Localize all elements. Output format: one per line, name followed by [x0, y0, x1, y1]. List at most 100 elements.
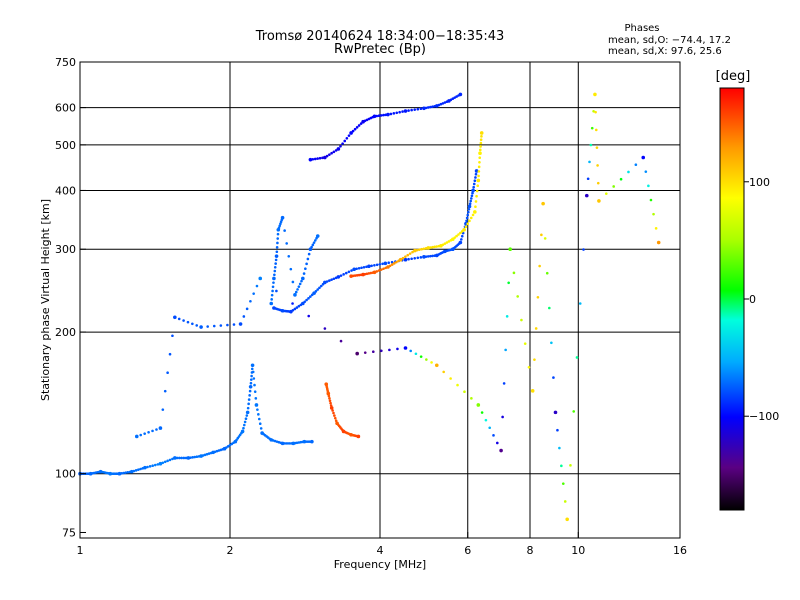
trace-point	[373, 263, 376, 267]
trace-point	[401, 256, 405, 260]
trace-point	[350, 269, 353, 272]
colorbar-ticks: 100 0 −100	[744, 176, 779, 423]
trace-point	[357, 124, 361, 127]
trace-point	[246, 406, 250, 410]
trace-point	[171, 334, 174, 338]
data-point	[158, 461, 163, 466]
data-point	[473, 210, 477, 214]
trace-point	[328, 279, 331, 282]
trace-point	[249, 381, 253, 385]
data-point	[173, 315, 177, 320]
x-axis: 1 2 4 6 8 10 16	[77, 532, 687, 557]
trace-point	[442, 250, 445, 254]
colorbar-tick-label: −100	[749, 410, 779, 423]
data-point	[186, 456, 191, 460]
data-point	[565, 517, 569, 522]
data-point	[250, 363, 255, 368]
trace-point	[180, 456, 183, 460]
trace-point	[409, 349, 413, 353]
trace-point	[178, 456, 181, 460]
trace-point	[472, 182, 476, 186]
trace-point	[126, 471, 129, 474]
trace-point	[435, 245, 438, 248]
trace-point	[479, 145, 482, 148]
data-point	[323, 155, 327, 160]
x-tick-label: 16	[673, 544, 687, 557]
trace-point	[453, 236, 456, 239]
trace-point	[353, 127, 357, 131]
trace-point	[307, 252, 311, 256]
trace-point	[139, 467, 142, 471]
trace-point	[275, 289, 278, 293]
trace-point	[328, 399, 332, 403]
trace-point	[470, 194, 474, 198]
trace-point	[285, 242, 288, 245]
trace-point	[116, 472, 120, 475]
trace-point	[161, 408, 165, 411]
trace-point	[478, 148, 482, 152]
data-point	[158, 426, 163, 430]
trace-point	[171, 457, 174, 461]
trace-point	[333, 414, 336, 417]
trace-point	[533, 358, 536, 361]
trace-point	[379, 268, 383, 271]
trace-point	[302, 272, 306, 275]
data-point	[386, 112, 390, 117]
data-point	[597, 199, 601, 203]
trace-point	[520, 318, 523, 322]
trace-point	[596, 181, 600, 185]
trace-point	[406, 253, 410, 257]
trace-point	[476, 184, 480, 188]
data-point	[584, 193, 589, 198]
trace-point	[478, 156, 482, 160]
trace-point	[445, 241, 449, 244]
trace-point	[649, 198, 653, 202]
trace-point	[439, 102, 443, 106]
trace-point	[419, 107, 423, 111]
trace-point	[357, 266, 361, 270]
trace-point	[306, 257, 310, 261]
data-point	[499, 448, 503, 453]
stats-heading: Phases	[624, 23, 659, 34]
trace-point	[332, 150, 336, 154]
trace-point	[523, 342, 527, 345]
trace-point	[447, 240, 451, 243]
trace-point	[437, 244, 441, 248]
data-point	[541, 201, 545, 206]
trace-point	[456, 383, 459, 387]
data-point	[336, 275, 341, 279]
trace-point	[148, 465, 152, 468]
data-point	[508, 247, 512, 252]
data-point	[474, 169, 479, 173]
trace-point	[139, 433, 143, 437]
trace-point	[232, 441, 235, 445]
trace-point	[339, 145, 342, 148]
trace-point	[293, 307, 297, 311]
trace-point	[556, 428, 559, 432]
trace-point	[652, 212, 655, 216]
trace-point	[465, 216, 469, 220]
trace-point	[175, 456, 179, 460]
trace-point	[563, 500, 567, 503]
trace-point	[107, 472, 110, 475]
trace-point	[273, 273, 276, 277]
trace-point	[280, 218, 284, 222]
colorbar-tick-label: 100	[749, 176, 770, 189]
data-point	[479, 131, 484, 135]
trace-point	[410, 108, 413, 112]
trace-point	[341, 142, 344, 145]
trace-point	[418, 248, 421, 251]
trace-point	[328, 397, 331, 400]
trace-point	[297, 304, 301, 308]
trace-point	[254, 397, 258, 400]
x-tick-label: 4	[377, 544, 384, 557]
trace-point	[137, 468, 140, 471]
data-point	[426, 246, 431, 250]
data-point	[308, 247, 313, 252]
trace-point	[413, 256, 417, 260]
trace-point	[634, 163, 638, 167]
trace-point	[147, 430, 150, 434]
y-axis: 75 100 200 300 400 500 600 750	[55, 56, 86, 539]
trace-point	[347, 134, 351, 137]
